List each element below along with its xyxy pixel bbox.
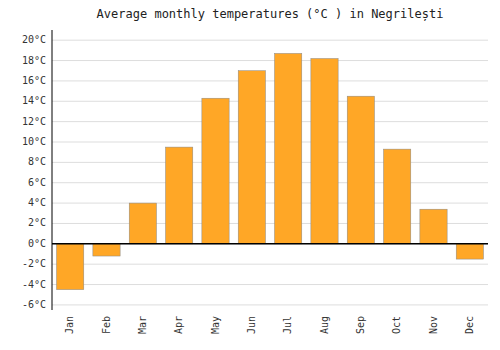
bar — [57, 244, 84, 290]
bar — [166, 147, 193, 244]
grid-line — [52, 40, 488, 41]
y-tick-label: 8°C — [28, 156, 46, 167]
bar — [129, 203, 156, 244]
x-tick-label: Sep — [355, 316, 366, 334]
bar — [456, 244, 483, 259]
bar — [347, 96, 374, 244]
x-tick-label: Jun — [246, 316, 257, 334]
y-tick-label: 20°C — [22, 34, 46, 45]
x-tick-label: Mar — [137, 316, 148, 334]
y-tick-label: 0°C — [28, 238, 46, 249]
grid-line — [52, 142, 488, 143]
grid-line — [52, 284, 488, 285]
grid-line — [52, 203, 488, 204]
zero-line — [52, 243, 488, 245]
y-tick-label: 2°C — [28, 217, 46, 228]
grid — [52, 40, 488, 305]
grid-line — [52, 304, 488, 305]
bar — [311, 59, 338, 244]
grid-line — [52, 60, 488, 61]
bar — [384, 149, 411, 244]
y-tick-label: 14°C — [22, 95, 46, 106]
grid-line — [52, 264, 488, 265]
bar — [275, 53, 302, 243]
y-tick-label: -4°C — [22, 279, 46, 290]
y-tick-label: -6°C — [22, 299, 46, 310]
y-tick-label: 18°C — [22, 55, 46, 66]
bar — [202, 98, 229, 244]
y-tick-label: 12°C — [22, 116, 46, 127]
bar — [420, 209, 447, 244]
x-tick-label: Apr — [173, 316, 184, 334]
chart: Average monthly temperatures (°C ) in Ne… — [0, 0, 500, 350]
x-tick-label: Jul — [282, 316, 293, 334]
grid-line — [52, 162, 488, 163]
x-tick-label: Dec — [464, 316, 475, 334]
grid-line — [52, 80, 488, 81]
title: Average monthly temperatures (°C ) in Ne… — [97, 7, 444, 22]
grid-line — [52, 101, 488, 102]
grid-line — [52, 182, 488, 183]
x-tick-label: Aug — [319, 316, 330, 334]
y-tick-label: 4°C — [28, 197, 46, 208]
bar — [238, 71, 265, 244]
x-tick-label: Oct — [391, 316, 402, 334]
x-tick-label: Feb — [101, 316, 112, 334]
x-tick-label: Nov — [428, 316, 439, 334]
bars — [57, 53, 484, 289]
y-tick-label: 10°C — [22, 136, 46, 147]
y-axis-line — [52, 30, 53, 310]
y-tick-label: 6°C — [28, 177, 46, 188]
grid-line — [52, 243, 488, 244]
y-tick-label: -2°C — [22, 258, 46, 269]
bar — [93, 244, 120, 256]
y-tick-label: 16°C — [22, 75, 46, 86]
grid-line — [52, 121, 488, 122]
x-tick-label: May — [210, 316, 221, 334]
x-tick-label: Jan — [64, 316, 75, 334]
